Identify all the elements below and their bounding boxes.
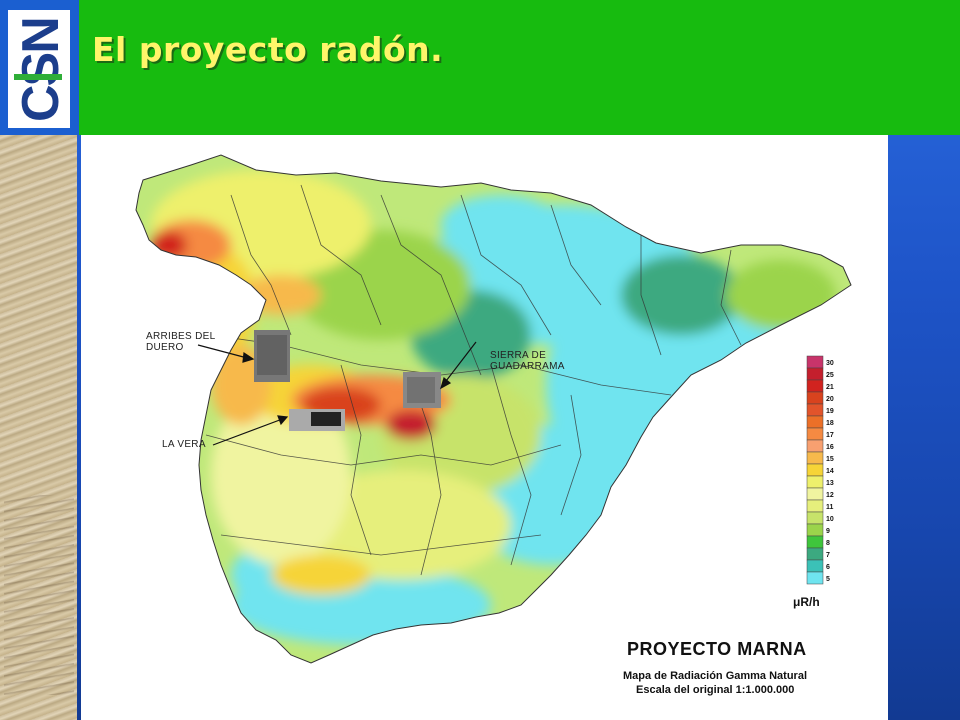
legend-swatch-20	[806, 391, 824, 405]
legend-swatch-7	[806, 547, 824, 561]
legend-tick-12: 12	[826, 492, 834, 499]
legend-tick-17: 17	[826, 432, 834, 439]
legend-swatch-11	[806, 499, 824, 513]
legend-tick-10: 10	[826, 516, 834, 523]
radiation-legend: 30 25 21 20 19 18 17 16 15 14 13 12 11 10 9 8 7 6 5	[806, 355, 834, 585]
legend-unit: μR/h	[793, 595, 820, 609]
guadarrama-arrowhead	[440, 376, 452, 390]
arribes-arrowhead	[242, 351, 255, 363]
arribes-label-line2: DUERO	[146, 342, 184, 353]
legend-tick-25: 25	[826, 372, 834, 379]
legend-tick-15: 15	[826, 456, 834, 463]
legend-swatch-12	[806, 487, 824, 501]
legend-tick-8: 8	[826, 540, 830, 547]
legend-swatch-14	[806, 463, 824, 477]
legend-tick-30: 30	[826, 360, 834, 367]
logo-panel: CSN	[0, 0, 79, 135]
legend-tick-6: 6	[826, 564, 830, 571]
guadarrama-arrow	[442, 341, 477, 386]
la-vera-label: LA VERA	[162, 439, 206, 450]
arribes-inset-shade	[257, 335, 287, 375]
parchment-decoration	[0, 135, 77, 720]
gamma-radiation-field	[136, 155, 851, 663]
legend-tick-16: 16	[826, 444, 834, 451]
arribes-arrow	[197, 344, 252, 360]
legend-swatch-17	[806, 427, 824, 441]
legend-tick-18: 18	[826, 420, 834, 427]
marna-title: PROYECTO MARNA	[627, 639, 807, 659]
spain-outline	[135, 154, 852, 664]
arribes-label: ARRIBES DEL DUERO	[146, 331, 215, 353]
radiation-map: 30 25 21 20 19 18 17 16 15 14 13 12 11 10 9 8 7 6 5	[135, 154, 852, 664]
legend-swatch-30	[806, 355, 824, 369]
legend-tick-5: 5	[826, 576, 830, 583]
guadarrama-label: SIERRA DE GUADARRAMA	[490, 350, 565, 372]
slide-title: El proyecto radón.	[92, 30, 444, 69]
arribes-label-line1: ARRIBES DEL	[146, 331, 216, 342]
legend-swatch-9	[806, 523, 824, 537]
legend-swatch-13	[806, 475, 824, 489]
la-vera-inset-shade	[311, 412, 341, 426]
map-panel: 30 25 21 20 19 18 17 16 15 14 13 12 11 10 9 8 7 6 5 ARRIBE…	[81, 135, 888, 720]
legend-swatch-16	[806, 439, 824, 453]
marna-scale: Escala del original 1:1.000.000	[636, 684, 795, 696]
legend-tick-19: 19	[826, 408, 834, 415]
marna-subtitle: Mapa de Radiación Gamma Natural	[623, 670, 807, 682]
legend-tick-14: 14	[826, 468, 834, 475]
legend-swatch-6	[806, 559, 824, 573]
legend-tick-20: 20	[826, 396, 834, 403]
guadarrama-inset-shade	[407, 377, 435, 403]
legend-tick-11: 11	[826, 504, 834, 511]
header-bar	[0, 0, 960, 135]
legend-swatch-10	[806, 511, 824, 525]
legend-swatch-19	[806, 403, 824, 417]
legend-swatch-15	[806, 451, 824, 465]
guadarrama-label-line1: SIERRA DE	[490, 350, 547, 361]
legend-swatch-25	[806, 367, 824, 381]
legend-swatch-5	[806, 571, 824, 585]
legend-swatch-8	[806, 535, 824, 549]
la-vera-arrow	[212, 417, 286, 446]
la-vera-arrowhead	[277, 415, 289, 426]
legend-tick-7: 7	[826, 552, 830, 559]
parchment-ink	[4, 495, 74, 695]
legend-tick-21: 21	[826, 384, 834, 391]
legend-tick-13: 13	[826, 480, 834, 487]
csn-logo: CSN	[8, 10, 70, 128]
guadarrama-label-line2: GUADARRAMA	[490, 361, 565, 372]
svg-text:CSN: CSN	[12, 18, 70, 122]
legend-tick-9: 9	[826, 528, 830, 535]
legend-swatch-21	[806, 379, 824, 393]
legend-swatch-18	[806, 415, 824, 429]
